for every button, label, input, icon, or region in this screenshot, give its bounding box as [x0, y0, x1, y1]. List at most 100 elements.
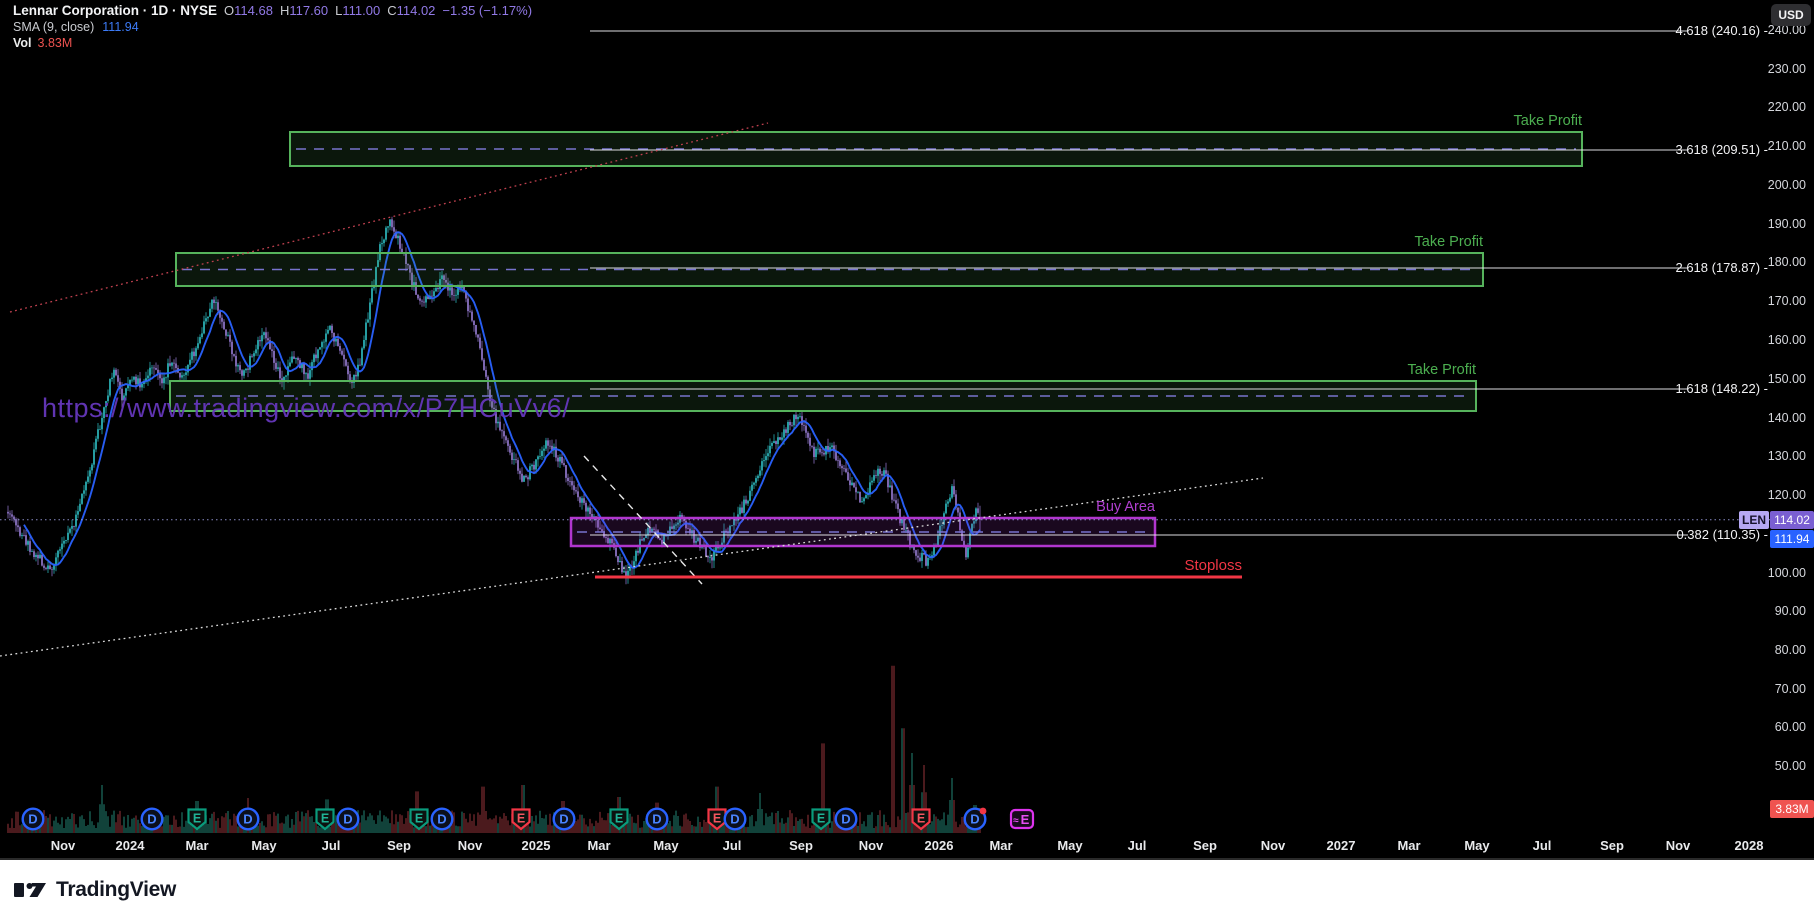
- change-value: −1.35 (−1.17%): [442, 3, 533, 18]
- dividend-badge[interactable]: D: [139, 806, 165, 832]
- tradingview-logo-text: TradingView: [56, 878, 177, 901]
- time-tick: Nov: [1260, 838, 1286, 853]
- time-tick: 2028: [1734, 838, 1764, 853]
- price-tick: 130.00: [1767, 449, 1806, 463]
- tradingview-logo-icon: [14, 883, 46, 897]
- earnings-beat-badge[interactable]: E: [808, 806, 834, 832]
- take-profit-label[interactable]: Take Profit: [1414, 234, 1484, 250]
- fib-level-label: 0.382 (110.35) -: [1676, 527, 1768, 542]
- time-tick: Jul: [321, 838, 341, 853]
- svg-text:D: D: [970, 812, 979, 827]
- chart-legend[interactable]: Lennar Corporation · 1D · NYSE O114.68 H11…: [13, 3, 532, 51]
- svg-text:D: D: [343, 812, 352, 827]
- dividend-badge[interactable]: D: [644, 806, 670, 832]
- legend-sma-row[interactable]: SMA (9, close) 111.94: [13, 19, 532, 35]
- time-tick: Sep: [789, 838, 813, 853]
- footer-bar: TradingView: [0, 858, 1814, 920]
- symbol-title[interactable]: Lennar Corporation · 1D · NYSE: [13, 3, 218, 18]
- falling-dashed-line[interactable]: [583, 455, 703, 585]
- time-tick: May: [1057, 838, 1083, 853]
- dividend-badge[interactable]: D: [235, 806, 261, 832]
- upcoming-earnings-badge[interactable]: ≈ E: [1008, 806, 1035, 832]
- fib-level-label: 3.618 (209.51) -: [1675, 142, 1768, 157]
- time-tick: Mar: [989, 838, 1013, 853]
- svg-text:E: E: [817, 812, 825, 826]
- price-tick: 160.00: [1767, 333, 1806, 347]
- svg-text:D: D: [841, 812, 850, 827]
- earnings-beat-badge[interactable]: E: [406, 806, 432, 832]
- dividend-badge[interactable]: D: [833, 806, 859, 832]
- dividend-badge[interactable]: D: [429, 806, 455, 832]
- price-axis[interactable]: 240.00 230.00 220.00 210.00 200.00 190.00 180.…: [1768, 0, 1814, 858]
- svg-text:D: D: [559, 812, 568, 827]
- earnings-beat-badge[interactable]: E: [312, 806, 338, 832]
- dividend-badge[interactable]: D: [722, 806, 748, 832]
- price-tick: 240.00: [1767, 23, 1806, 37]
- svg-text:E: E: [917, 812, 925, 826]
- time-tick: May: [653, 838, 679, 853]
- fib-level-label: 4.618 (240.16) -: [1675, 23, 1768, 38]
- price-tick: 170.00: [1767, 294, 1806, 308]
- earnings-miss-badge[interactable]: E: [908, 806, 934, 832]
- high-value: 117.60: [289, 3, 329, 18]
- svg-text:E: E: [517, 812, 525, 826]
- earnings-miss-badge[interactable]: E: [704, 806, 730, 832]
- volume-label: Vol: [13, 36, 32, 50]
- time-tick: Sep: [1600, 838, 1624, 853]
- time-tick: Jul: [1127, 838, 1147, 853]
- legend-volume-row[interactable]: Vol 3.83M: [13, 35, 532, 51]
- svg-text:E: E: [193, 812, 201, 826]
- svg-text:E: E: [1021, 812, 1030, 827]
- time-tick: May: [1464, 838, 1490, 853]
- earnings-beat-badge[interactable]: E: [184, 806, 210, 832]
- price-tick: 150.00: [1767, 372, 1806, 386]
- time-tick: Sep: [387, 838, 411, 853]
- time-tick: Nov: [858, 838, 884, 853]
- earnings-miss-badge[interactable]: E: [508, 806, 534, 832]
- svg-text:E: E: [615, 812, 623, 826]
- time-tick: Nov: [457, 838, 483, 853]
- symbol-price-tag: LEN: [1739, 511, 1769, 529]
- take-profit-label[interactable]: Take Profit: [1407, 362, 1477, 378]
- time-tick: Nov: [50, 838, 76, 853]
- svg-text:≈: ≈: [1013, 816, 1019, 827]
- high-label: H: [279, 3, 290, 18]
- price-tick: 140.00: [1767, 411, 1806, 425]
- dividend-badge[interactable]: D: [20, 806, 46, 832]
- price-tick: 90.00: [1774, 604, 1806, 618]
- take-profit-label[interactable]: Take Profit: [1513, 113, 1583, 129]
- legend-symbol-row[interactable]: Lennar Corporation · 1D · NYSE O114.68 H11…: [13, 3, 532, 19]
- price-tick: 230.00: [1767, 62, 1806, 76]
- volume-tag: 3.83M: [1770, 800, 1814, 818]
- price-tick: 60.00: [1774, 720, 1806, 734]
- price-chart[interactable]: [0, 0, 1814, 858]
- svg-text:E: E: [713, 812, 721, 826]
- svg-text:D: D: [730, 812, 739, 827]
- volume-value: 3.83M: [37, 36, 73, 50]
- price-tick: 210.00: [1767, 139, 1806, 153]
- price-tick: 190.00: [1767, 217, 1806, 231]
- earnings-beat-badge[interactable]: E: [606, 806, 632, 832]
- low-label: L: [335, 3, 343, 18]
- price-tick: 80.00: [1774, 643, 1806, 657]
- currency-toggle-button[interactable]: USD: [1771, 4, 1811, 26]
- svg-text:D: D: [437, 812, 446, 827]
- time-tick: 2025: [521, 838, 551, 853]
- price-tick: 200.00: [1767, 178, 1806, 192]
- dividend-badge[interactable]: D: [335, 806, 361, 832]
- buy-area-label[interactable]: Buy Area: [1096, 499, 1155, 515]
- svg-text:D: D: [147, 812, 156, 827]
- tradingview-logo[interactable]: TradingView: [14, 878, 176, 902]
- svg-text:D: D: [243, 812, 252, 827]
- time-tick: Mar: [587, 838, 611, 853]
- time-axis[interactable]: Nov 2024 Mar May Jul Sep Nov 2025 Mar May Jul Sep No…: [0, 836, 1770, 858]
- dividend-badge[interactable]: D: [962, 806, 988, 832]
- stoploss-label[interactable]: Stoploss: [1184, 557, 1242, 574]
- snapshot-url-watermark[interactable]: https://www.tradingview.com/x/P7HCuVv6/: [42, 393, 571, 423]
- price-tick: 220.00: [1767, 100, 1806, 114]
- svg-text:D: D: [652, 812, 661, 827]
- red-dotted-trendline[interactable]: [9, 122, 769, 313]
- dividend-badge[interactable]: D: [551, 806, 577, 832]
- price-tick: 50.00: [1774, 759, 1806, 773]
